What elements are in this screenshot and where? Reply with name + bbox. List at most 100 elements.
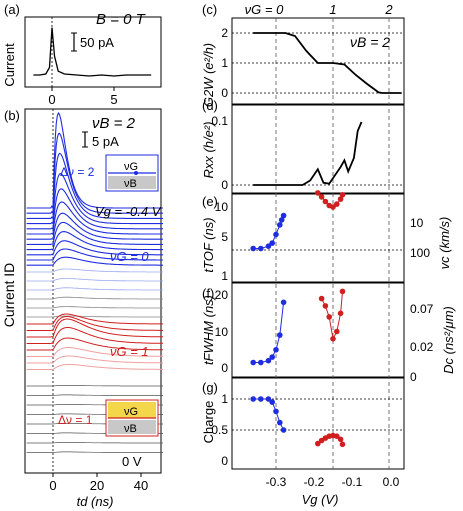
panel-e-points bbox=[250, 190, 346, 252]
point-blue bbox=[269, 240, 276, 246]
panel-b-xtick: 40 bbox=[134, 478, 148, 493]
ytick: 0 bbox=[221, 454, 228, 468]
ytick: 0.5 bbox=[211, 423, 228, 437]
inset-dnu1-top bbox=[108, 402, 156, 418]
point-blue bbox=[273, 347, 279, 353]
ytick-right: 10 bbox=[410, 216, 424, 230]
panel-a-label: (a) bbox=[4, 2, 20, 17]
point-red bbox=[315, 190, 321, 196]
ytick-right: 0.02 bbox=[410, 340, 434, 354]
point-blue bbox=[277, 419, 283, 426]
inset2-g: νG bbox=[124, 161, 138, 173]
panel-e-ylabel-right: vc (km/s) bbox=[437, 217, 452, 270]
trace-red bbox=[26, 364, 163, 371]
point-red bbox=[337, 196, 344, 202]
ytick-right: 100 bbox=[410, 246, 430, 260]
panel-f-ylabel-right: Dc (ns²/μm) bbox=[441, 306, 456, 374]
right-panels: νG = 0 1 2 (c) (d) (e) (f) (g) G2W (e²/h… bbox=[201, 2, 456, 507]
trace-blue bbox=[26, 172, 163, 225]
point-red bbox=[339, 288, 346, 295]
point-blue bbox=[280, 299, 287, 306]
trace-light bbox=[26, 315, 163, 318]
ytick: 5 bbox=[221, 230, 228, 244]
edge-dot bbox=[134, 171, 138, 175]
panel-a-xtick-0: 0 bbox=[48, 92, 55, 107]
point-red bbox=[322, 198, 329, 205]
panel-f-label: (f) bbox=[202, 286, 214, 301]
xtick: -0.3 bbox=[266, 475, 287, 489]
point-red bbox=[334, 328, 340, 335]
point-blue bbox=[258, 396, 264, 402]
point-blue bbox=[265, 396, 272, 402]
ytick: 10 bbox=[215, 325, 229, 339]
ytick: 2 bbox=[221, 26, 228, 40]
point-blue bbox=[258, 359, 264, 366]
ytick-right: 0 bbox=[410, 370, 417, 384]
ytick: 1 bbox=[221, 392, 228, 406]
series-line-blue bbox=[253, 398, 285, 431]
point-red bbox=[337, 310, 344, 317]
trace-red bbox=[26, 337, 163, 351]
point-blue bbox=[277, 332, 283, 338]
panel-e-label: (e) bbox=[202, 194, 218, 209]
trace-blue bbox=[26, 231, 163, 251]
ytick: 10 bbox=[215, 200, 229, 214]
panel-b-label: (b) bbox=[4, 108, 20, 123]
inset1-b: νB bbox=[124, 423, 137, 435]
ytick: 0 bbox=[221, 86, 228, 100]
panel-a-frame bbox=[24, 16, 162, 88]
trace-red bbox=[26, 327, 163, 345]
panel-a-ylabel: Current bbox=[2, 43, 17, 87]
dnu2-label: Δν = 2 bbox=[60, 165, 95, 179]
xtick: 0.0 bbox=[383, 475, 400, 489]
trace-blue bbox=[26, 111, 163, 210]
panel-f-ylabel: tFWHM (ns) bbox=[201, 295, 216, 365]
trace-light bbox=[26, 306, 163, 309]
trace-grey bbox=[26, 385, 163, 387]
point-blue bbox=[269, 354, 276, 360]
point-blue bbox=[273, 408, 279, 415]
panel-a: (a) B = 0 T Current 50 pA 0 5 bbox=[2, 2, 162, 107]
trace-light bbox=[26, 278, 163, 282]
top-nu-0: νG = 0 bbox=[245, 2, 284, 17]
trace-blue bbox=[26, 188, 163, 230]
right-xlabel: Vg (V) bbox=[302, 492, 339, 507]
point-blue bbox=[250, 396, 256, 402]
trace-red bbox=[26, 318, 163, 338]
nu-g1-label: νG = 1 bbox=[110, 344, 149, 359]
ytick-right: 0.07 bbox=[410, 302, 434, 316]
panel-a-xtick-5: 5 bbox=[110, 92, 117, 107]
nu-b-label: νB = 2 bbox=[92, 115, 136, 132]
point-red bbox=[334, 433, 340, 440]
series-line-blue bbox=[253, 302, 285, 363]
trace-grey bbox=[26, 394, 163, 396]
ytick: 20 bbox=[215, 288, 229, 302]
point-blue bbox=[265, 243, 272, 249]
panel-f-frame bbox=[231, 282, 405, 378]
point-blue bbox=[280, 427, 287, 433]
trace-blue bbox=[26, 201, 163, 235]
panel-b-traces bbox=[26, 111, 163, 453]
ytick: 0 bbox=[221, 361, 228, 375]
trace-blue bbox=[26, 212, 163, 241]
panel-b-ylabel: Current ID bbox=[1, 263, 17, 328]
point-red bbox=[318, 295, 325, 302]
point-red bbox=[318, 194, 325, 200]
point-blue bbox=[250, 245, 256, 252]
dnu1-label: Δν = 1 bbox=[58, 413, 93, 427]
trace-red bbox=[26, 313, 163, 325]
trace-red bbox=[26, 316, 163, 332]
xtick: -0.1 bbox=[342, 475, 363, 489]
panel-b-scalebar-label: 5 pA bbox=[92, 134, 119, 149]
point-red bbox=[315, 440, 321, 447]
point-red bbox=[339, 192, 346, 198]
rxx-curve bbox=[253, 121, 363, 186]
point-red bbox=[326, 314, 333, 320]
trace-red bbox=[26, 355, 163, 364]
point-red bbox=[330, 336, 336, 342]
point-red bbox=[337, 436, 344, 443]
panel-c-nub: νB = 2 bbox=[350, 34, 390, 50]
panel-b-frame bbox=[24, 108, 162, 474]
point-blue bbox=[278, 217, 285, 223]
